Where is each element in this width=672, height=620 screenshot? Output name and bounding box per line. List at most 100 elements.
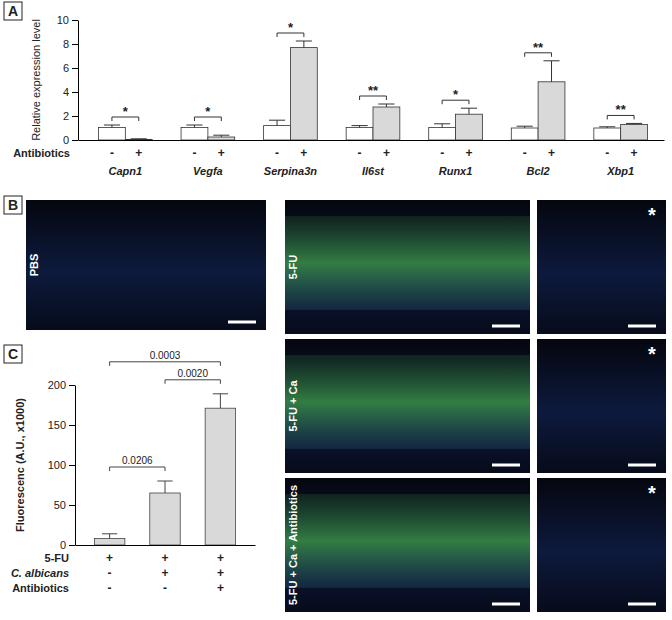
significance-bracket: **: [360, 83, 387, 100]
condition-sign: +: [217, 566, 224, 580]
bar: [538, 82, 565, 140]
y-tick-label: 2: [63, 110, 69, 122]
condition-sign: -: [358, 146, 362, 160]
y-tick: 50: [54, 499, 75, 511]
bracket-line: [165, 380, 220, 384]
panel-letter: B: [4, 196, 22, 214]
y-tick-mark: [69, 465, 75, 466]
plot-area: [99, 41, 648, 140]
significance-bracket: **: [607, 102, 634, 119]
y-tick: 150: [48, 419, 75, 431]
error-bar: [269, 120, 285, 125]
bar: [373, 107, 400, 140]
micrograph-ground: [537, 478, 666, 612]
error-bar-cap: [296, 41, 312, 42]
condition-sign: +: [161, 566, 168, 580]
y-tick-mark: [72, 92, 78, 93]
scale-bar: [492, 603, 520, 606]
y-tick: 0: [63, 134, 78, 146]
y-tick-label: 10: [57, 14, 69, 26]
p-value-label: 0.0206: [122, 455, 153, 466]
error-bar-stem: [220, 394, 221, 408]
condition-sign: +: [161, 551, 168, 565]
y-tick-mark: [69, 505, 75, 506]
y-axis-title: Fluorescenc (A.U., x1000): [14, 398, 26, 532]
micrograph-ground: [285, 200, 530, 334]
significance-label: *: [453, 87, 459, 102]
image-marker: *: [648, 204, 656, 226]
error-bar-cap: [434, 123, 450, 124]
error-bar-stem: [109, 534, 110, 539]
x-tick-label: Vegfa: [193, 165, 223, 177]
error-bar: [543, 61, 559, 82]
error-bar-cap: [378, 104, 394, 105]
significance-label: **: [616, 102, 627, 117]
panel-letter-text: B: [8, 197, 18, 213]
scale-bar: [628, 325, 656, 328]
micrograph-stain: [285, 355, 530, 449]
bar: [125, 139, 152, 140]
error-bar: [626, 123, 642, 125]
micrograph-ground: [537, 339, 666, 473]
condition-sign: -: [523, 146, 527, 160]
micrograph: [285, 200, 530, 334]
y-tick-label: 6: [63, 62, 69, 74]
y-tick: 100: [48, 459, 75, 471]
micrograph-stain: [285, 216, 530, 310]
significance-label: *: [123, 104, 129, 119]
bar: [594, 128, 621, 140]
error-bar-stem: [277, 120, 278, 125]
error-bar: [296, 41, 312, 48]
significance-bracket: **: [525, 40, 552, 57]
y-tick-label: 4: [63, 86, 69, 98]
condition-sign: -: [108, 581, 112, 595]
x-tick-label: Serpina3n: [264, 165, 317, 177]
panel-letter-box: [4, 345, 22, 363]
condition-sign: +: [218, 146, 225, 160]
y-tick-label: 0: [60, 539, 66, 551]
error-bar-cap: [269, 120, 285, 121]
error-bar: [378, 104, 394, 107]
y-tick: 0: [60, 539, 75, 551]
error-bar: [517, 126, 533, 128]
bracket-line: [110, 362, 221, 366]
image-marker: *: [648, 343, 656, 365]
x-tick-label: Runx1: [439, 165, 473, 177]
y-tick: 2: [63, 110, 78, 122]
significance-label: *: [205, 104, 211, 119]
condition-sign: -: [192, 146, 196, 160]
row-label: C. albicans: [11, 567, 69, 579]
x-tick-label: Xbp1: [606, 165, 634, 177]
error-bar-cap: [186, 125, 202, 126]
error-bar: [213, 135, 229, 137]
panel-letter-text: A: [8, 3, 18, 19]
scale-bar: [628, 603, 656, 606]
condition-sign: +: [300, 146, 307, 160]
error-bar-cap: [157, 481, 172, 482]
significance-bracket: *: [277, 20, 304, 37]
bar: [621, 124, 648, 140]
bar: [346, 127, 373, 140]
y-axis-title: Relative expression level: [30, 19, 42, 141]
y-tick: 200: [48, 379, 75, 391]
comparison-bracket: 0.0003: [110, 350, 221, 366]
y-tick-mark: [69, 545, 75, 546]
row-label: 5-FU: [45, 552, 70, 564]
error-bar-cap: [102, 533, 117, 534]
significance-bracket: *: [442, 87, 469, 104]
bar: [511, 128, 538, 140]
bar: [150, 493, 180, 545]
micrograph-stain: [285, 494, 530, 588]
significance-bracket: *: [194, 104, 221, 121]
error-bar-cap: [213, 135, 229, 136]
y-tick-mark: [72, 140, 78, 141]
bar: [264, 126, 291, 140]
error-bar-cap: [352, 125, 368, 126]
panel-letter-box: [4, 196, 22, 214]
p-value-label: 0.0003: [150, 350, 181, 361]
y-tick-label: 200: [48, 379, 66, 391]
row-label: Antibiotics: [12, 582, 69, 594]
image-label: 5-FU + Ca: [287, 380, 299, 432]
y-tick-label: 50: [54, 499, 66, 511]
plot-area: [94, 394, 235, 545]
